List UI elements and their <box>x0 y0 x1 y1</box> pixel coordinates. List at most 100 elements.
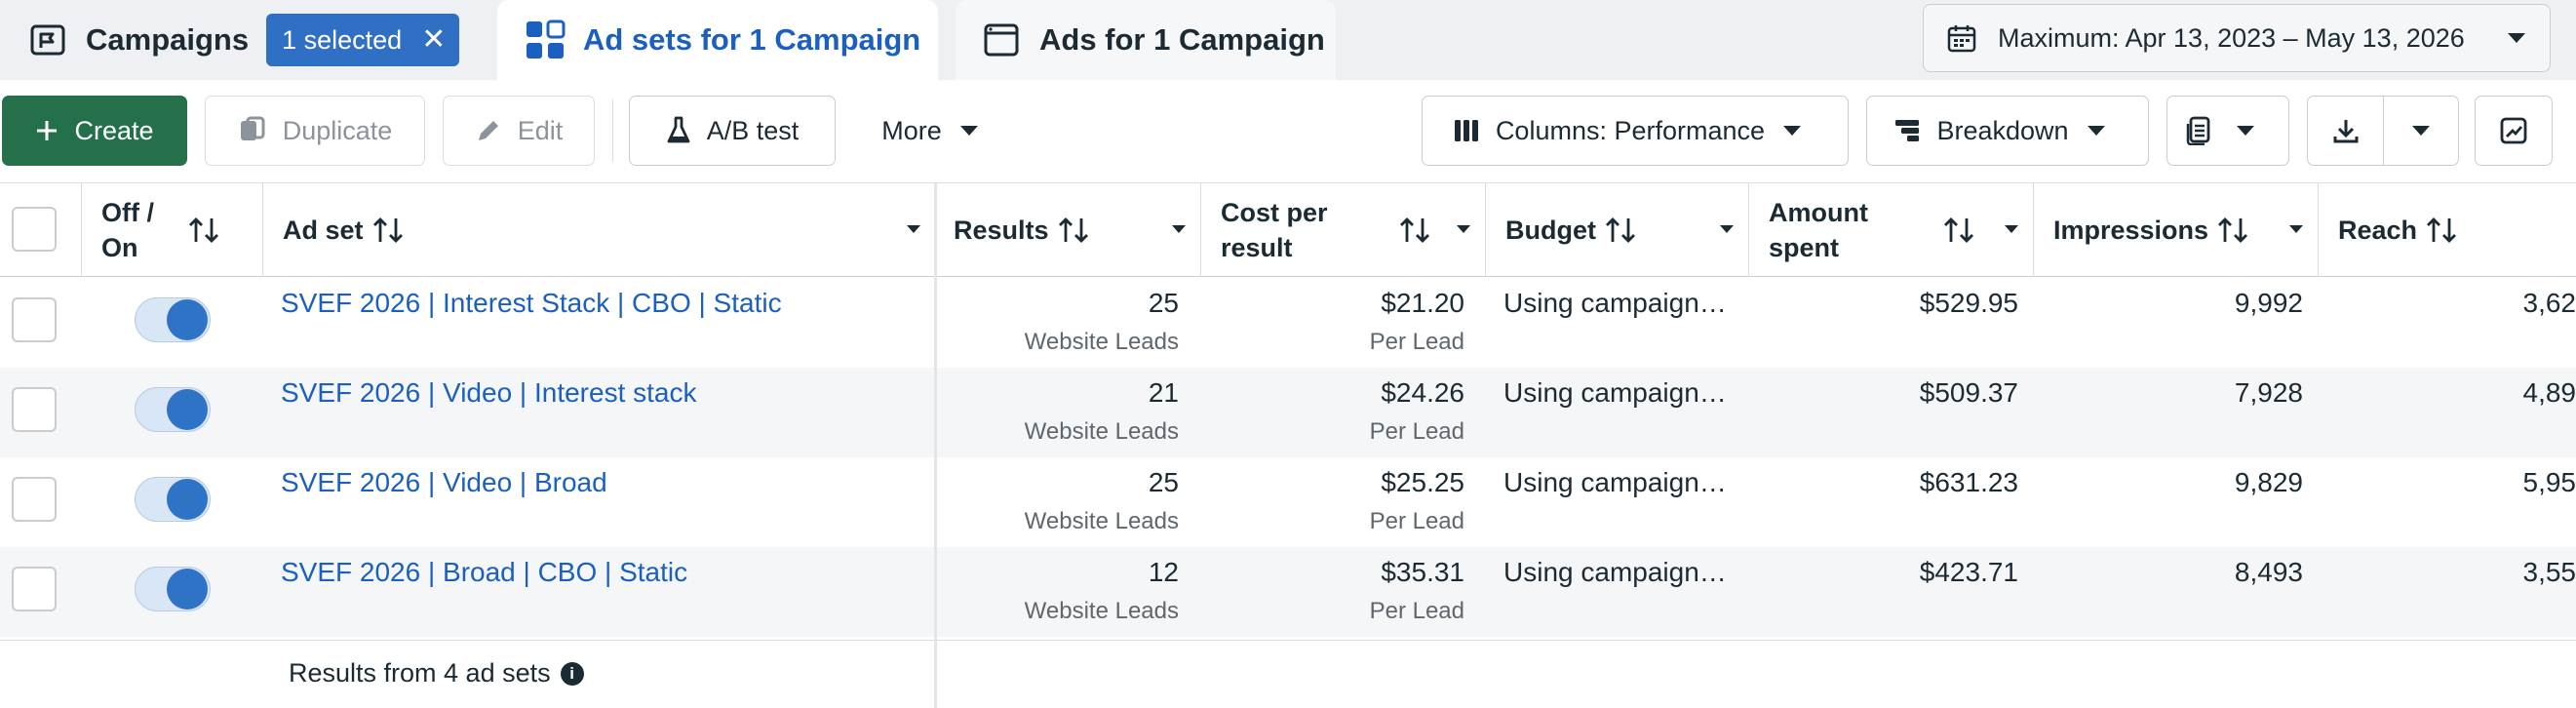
tab-ads-label: Ads for 1 Campaign <box>1039 22 1325 57</box>
toggle-knob <box>167 569 208 610</box>
sort-icon[interactable] <box>1057 216 1090 244</box>
chevron-down-icon[interactable] <box>906 224 921 234</box>
columns-icon <box>1454 120 1478 141</box>
ad-set-name-link[interactable]: SVEF 2026 | Video | Interest stack <box>281 377 697 408</box>
more-button[interactable]: More <box>862 96 1014 166</box>
selected-badge-label: 1 selected <box>282 24 403 55</box>
tab-ads[interactable]: Ads for 1 Campaign <box>956 0 1336 80</box>
header-cost-per-result[interactable]: Cost per result <box>1201 183 1486 277</box>
chevron-down-icon[interactable] <box>2004 224 2019 234</box>
on-off-toggle[interactable] <box>135 567 211 611</box>
info-icon[interactable]: i <box>560 661 584 686</box>
toolbar-divider <box>612 99 613 162</box>
sort-icon[interactable] <box>1604 216 1637 244</box>
ab-test-label: A/B test <box>706 115 800 145</box>
chevron-down-icon[interactable] <box>1719 224 1735 234</box>
columns-button[interactable]: Columns: Performance <box>1422 96 1849 166</box>
ad-set-name-link[interactable]: SVEF 2026 | Interest Stack | CBO | Stati… <box>281 288 782 318</box>
sort-icon[interactable] <box>187 216 220 244</box>
breakdown-button[interactable]: Breakdown <box>1866 96 2149 166</box>
on-off-toggle[interactable] <box>135 477 211 522</box>
export-main[interactable] <box>2308 97 2384 165</box>
chevron-down-icon[interactable] <box>2288 224 2304 234</box>
impressions-value: 7,928 <box>2234 377 2303 408</box>
grid-icon <box>523 18 567 62</box>
tab-campaigns[interactable]: Campaigns 1 selected ✕ <box>0 0 476 80</box>
reports-icon <box>2186 116 2210 145</box>
sort-icon[interactable] <box>2216 216 2249 244</box>
results-type: Website Leads <box>1024 329 1179 355</box>
impressions-value: 8,493 <box>2234 557 2303 587</box>
edit-button[interactable]: Edit <box>443 96 595 166</box>
reports-button[interactable] <box>2166 96 2289 166</box>
cost-per-result-type: Per Lead <box>1369 598 1464 624</box>
date-range-picker[interactable]: Maximum: Apr 13, 2023 – May 13, 2026 <box>1923 4 2551 72</box>
tab-strip: Campaigns 1 selected ✕ Ad sets for 1 Cam… <box>0 0 2576 80</box>
header-ad-set[interactable]: Ad set <box>263 183 936 277</box>
chevron-down-icon[interactable] <box>1456 224 1471 234</box>
sort-icon[interactable] <box>371 216 405 244</box>
table-row[interactable]: SVEF 2026 | Video | Broad 25 Website Lea… <box>0 457 2576 547</box>
results-value: 25 <box>1148 288 1179 318</box>
header-ad-set-label: Ad set <box>283 215 364 245</box>
cost-per-result-value: $21.20 <box>1381 288 1464 318</box>
impressions-value: 9,829 <box>2234 467 2303 497</box>
header-off-on[interactable]: Off / On <box>82 183 263 277</box>
row-checkbox[interactable] <box>12 297 57 342</box>
row-checkbox[interactable] <box>12 567 57 611</box>
amount-spent-value: $529.95 <box>1919 288 2018 318</box>
duplicate-icon <box>240 116 265 140</box>
sort-icon[interactable] <box>1942 216 1975 244</box>
cost-per-result-value: $25.25 <box>1381 467 1464 497</box>
header-impressions[interactable]: Impressions <box>2034 183 2319 277</box>
close-icon[interactable]: ✕ <box>421 23 447 56</box>
cost-per-result-value: $35.31 <box>1381 557 1464 587</box>
ad-set-name-link[interactable]: SVEF 2026 | Broad | CBO | Static <box>281 557 688 587</box>
ab-test-button[interactable]: A/B test <box>629 96 836 166</box>
header-reach[interactable]: Reach <box>2319 183 2576 277</box>
export-button[interactable] <box>2307 96 2459 166</box>
header-off-on-label: Off / On <box>101 198 154 262</box>
budget-value: Using campaign… <box>1503 377 1727 408</box>
export-dropdown[interactable] <box>2384 125 2458 137</box>
table-row[interactable]: SVEF 2026 | Interest Stack | CBO | Stati… <box>0 278 2576 368</box>
results-summary: Results from 4 ad sets i <box>289 658 584 688</box>
header-results[interactable]: Results <box>936 183 1201 277</box>
sort-icon[interactable] <box>1398 216 1431 244</box>
on-off-toggle[interactable] <box>135 387 211 432</box>
download-icon <box>2333 120 2358 143</box>
plus-icon <box>37 121 58 140</box>
pencil-icon <box>478 121 498 140</box>
header-budget[interactable]: Budget <box>1486 183 1749 277</box>
select-all-checkbox[interactable] <box>12 207 57 252</box>
header-amount-spent[interactable]: Amount spent <box>1749 183 2034 277</box>
chevron-down-icon <box>2412 126 2430 136</box>
results-type: Website Leads <box>1024 418 1179 445</box>
budget-value: Using campaign… <box>1503 467 1727 497</box>
ad-set-name-link[interactable]: SVEF 2026 | Video | Broad <box>281 467 607 497</box>
sort-icon[interactable] <box>2425 216 2458 244</box>
tab-ad-sets-label: Ad sets for 1 Campaign <box>583 22 921 57</box>
table-row[interactable]: SVEF 2026 | Video | Interest stack 21 We… <box>0 368 2576 457</box>
impressions-value: 9,992 <box>2234 288 2303 318</box>
chevron-down-icon <box>1783 126 1802 136</box>
tab-ad-sets[interactable]: Ad sets for 1 Campaign <box>497 0 938 80</box>
header-impressions-label: Impressions <box>2053 215 2209 245</box>
tab-campaigns-label: Campaigns <box>86 22 250 57</box>
results-value: 21 <box>1148 377 1179 408</box>
row-checkbox[interactable] <box>12 387 57 432</box>
table-row[interactable]: SVEF 2026 | Broad | CBO | Static 12 Webs… <box>0 547 2576 637</box>
duplicate-button[interactable]: Duplicate <box>205 96 425 166</box>
cost-per-result-type: Per Lead <box>1369 329 1464 355</box>
row-checkbox[interactable] <box>12 477 57 522</box>
edit-label: Edit <box>517 115 564 145</box>
create-label: Create <box>74 115 154 145</box>
header-cost-per-result-label: Cost per result <box>1221 198 1328 262</box>
chart-button[interactable] <box>2475 96 2553 166</box>
amount-spent-value: $423.71 <box>1919 557 2018 587</box>
create-button[interactable]: Create <box>2 96 187 166</box>
toolbar: Create Duplicate Edit A/B test More Colu… <box>0 80 2576 183</box>
chevron-down-icon[interactable] <box>1171 224 1187 234</box>
on-off-toggle[interactable] <box>135 297 211 342</box>
cost-per-result-type: Per Lead <box>1369 508 1464 534</box>
